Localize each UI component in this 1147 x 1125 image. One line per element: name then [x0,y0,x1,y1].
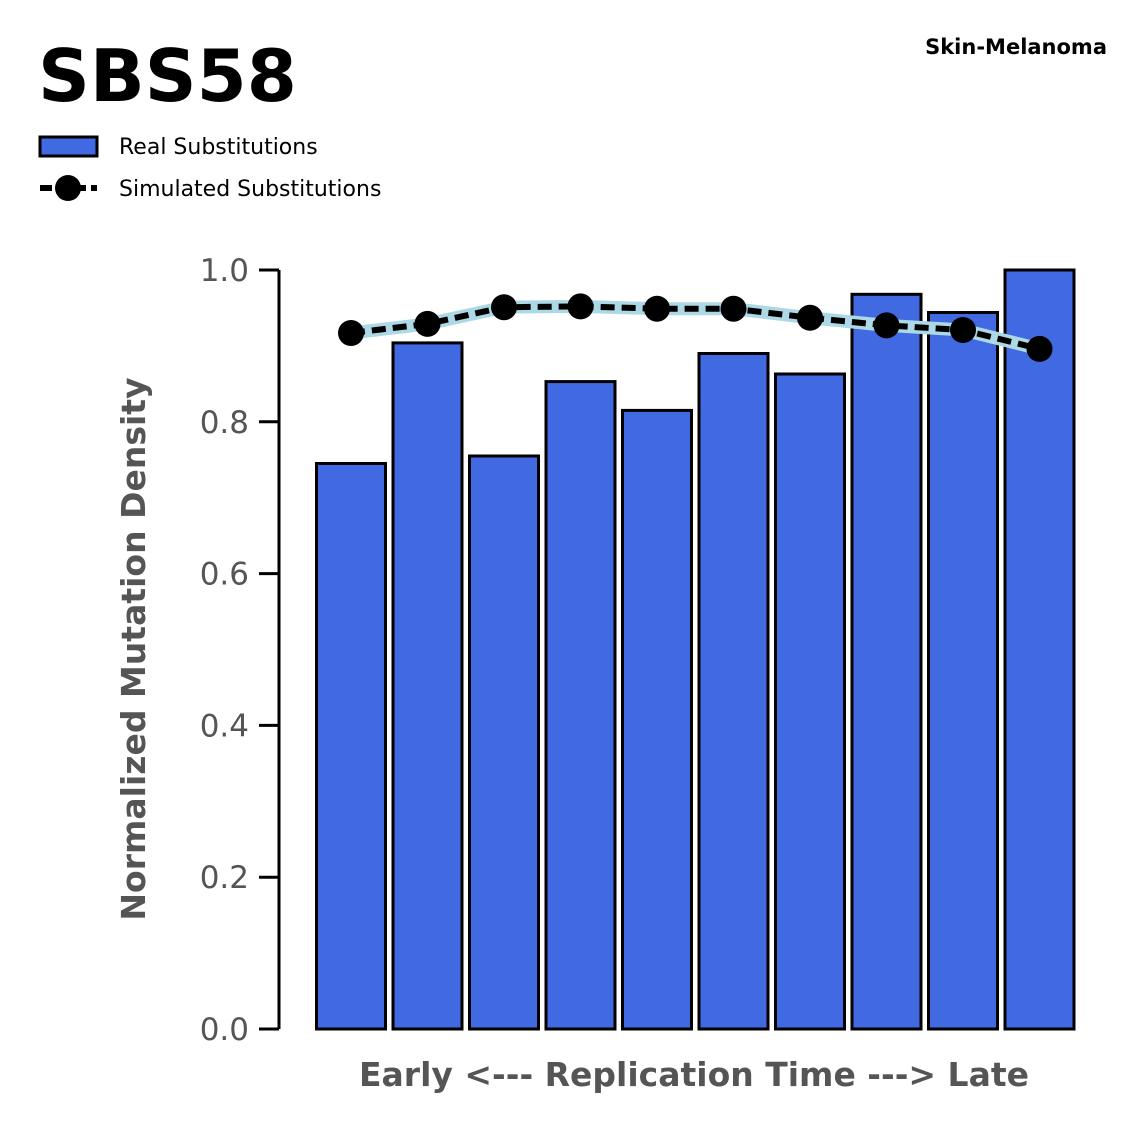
simulated-point-2 [414,310,441,337]
legend: Real Substitutions Simulated Substitutio… [38,135,381,202]
simulated-point-4 [567,293,594,320]
bar-real-7 [774,372,846,1031]
simulated-point-5 [644,295,670,322]
y-axis: 0.0 0.2 0.4 0.6 0.8 1.0 [200,253,281,1048]
y-tick-label-5: 1.0 [200,253,249,289]
y-tick-label-2: 0.4 [200,708,249,744]
y-axis-label: Normalized Mutation Density [114,377,153,920]
bar-real-6 [697,352,770,1031]
x-axis-label: Early <--- Replication Time ---> Late [359,1055,1029,1094]
bar-real-8 [850,292,923,1031]
bar-real-3 [468,454,540,1031]
y-tick-label-3: 0.6 [200,557,249,593]
legend-sim-label: Simulated Substitutions [119,177,381,202]
bar-real-10 [1003,268,1076,1031]
chart-title: SBS58 [38,34,297,118]
bar-real-1 [315,462,387,1031]
bar-real-9 [927,311,999,1031]
simulated-point-10 [1026,335,1053,362]
simulated-point-1 [338,320,364,346]
simulated-point-8 [873,312,900,339]
simulated-point-3 [491,294,517,321]
legend-sim-marker [55,175,81,201]
simulated-line [350,303,1041,352]
y-tick-label-0: 0.0 [200,1012,249,1048]
legend-real-label: Real Substitutions [119,135,318,160]
bar-real-2 [391,341,464,1031]
simulated-point-9 [950,317,976,343]
y-tick-label-1: 0.2 [200,860,249,896]
simulated-point-7 [797,304,823,331]
simulated-line-layer [338,293,1053,362]
bars-layer [315,268,1076,1031]
legend-bar-swatch [38,135,99,158]
bar-real-5 [621,408,693,1031]
chart-subtitle: Skin-Melanoma [925,35,1107,59]
simulated-point-6 [720,295,747,322]
y-tick-label-4: 0.8 [200,405,249,441]
bar-real-4 [544,380,617,1031]
